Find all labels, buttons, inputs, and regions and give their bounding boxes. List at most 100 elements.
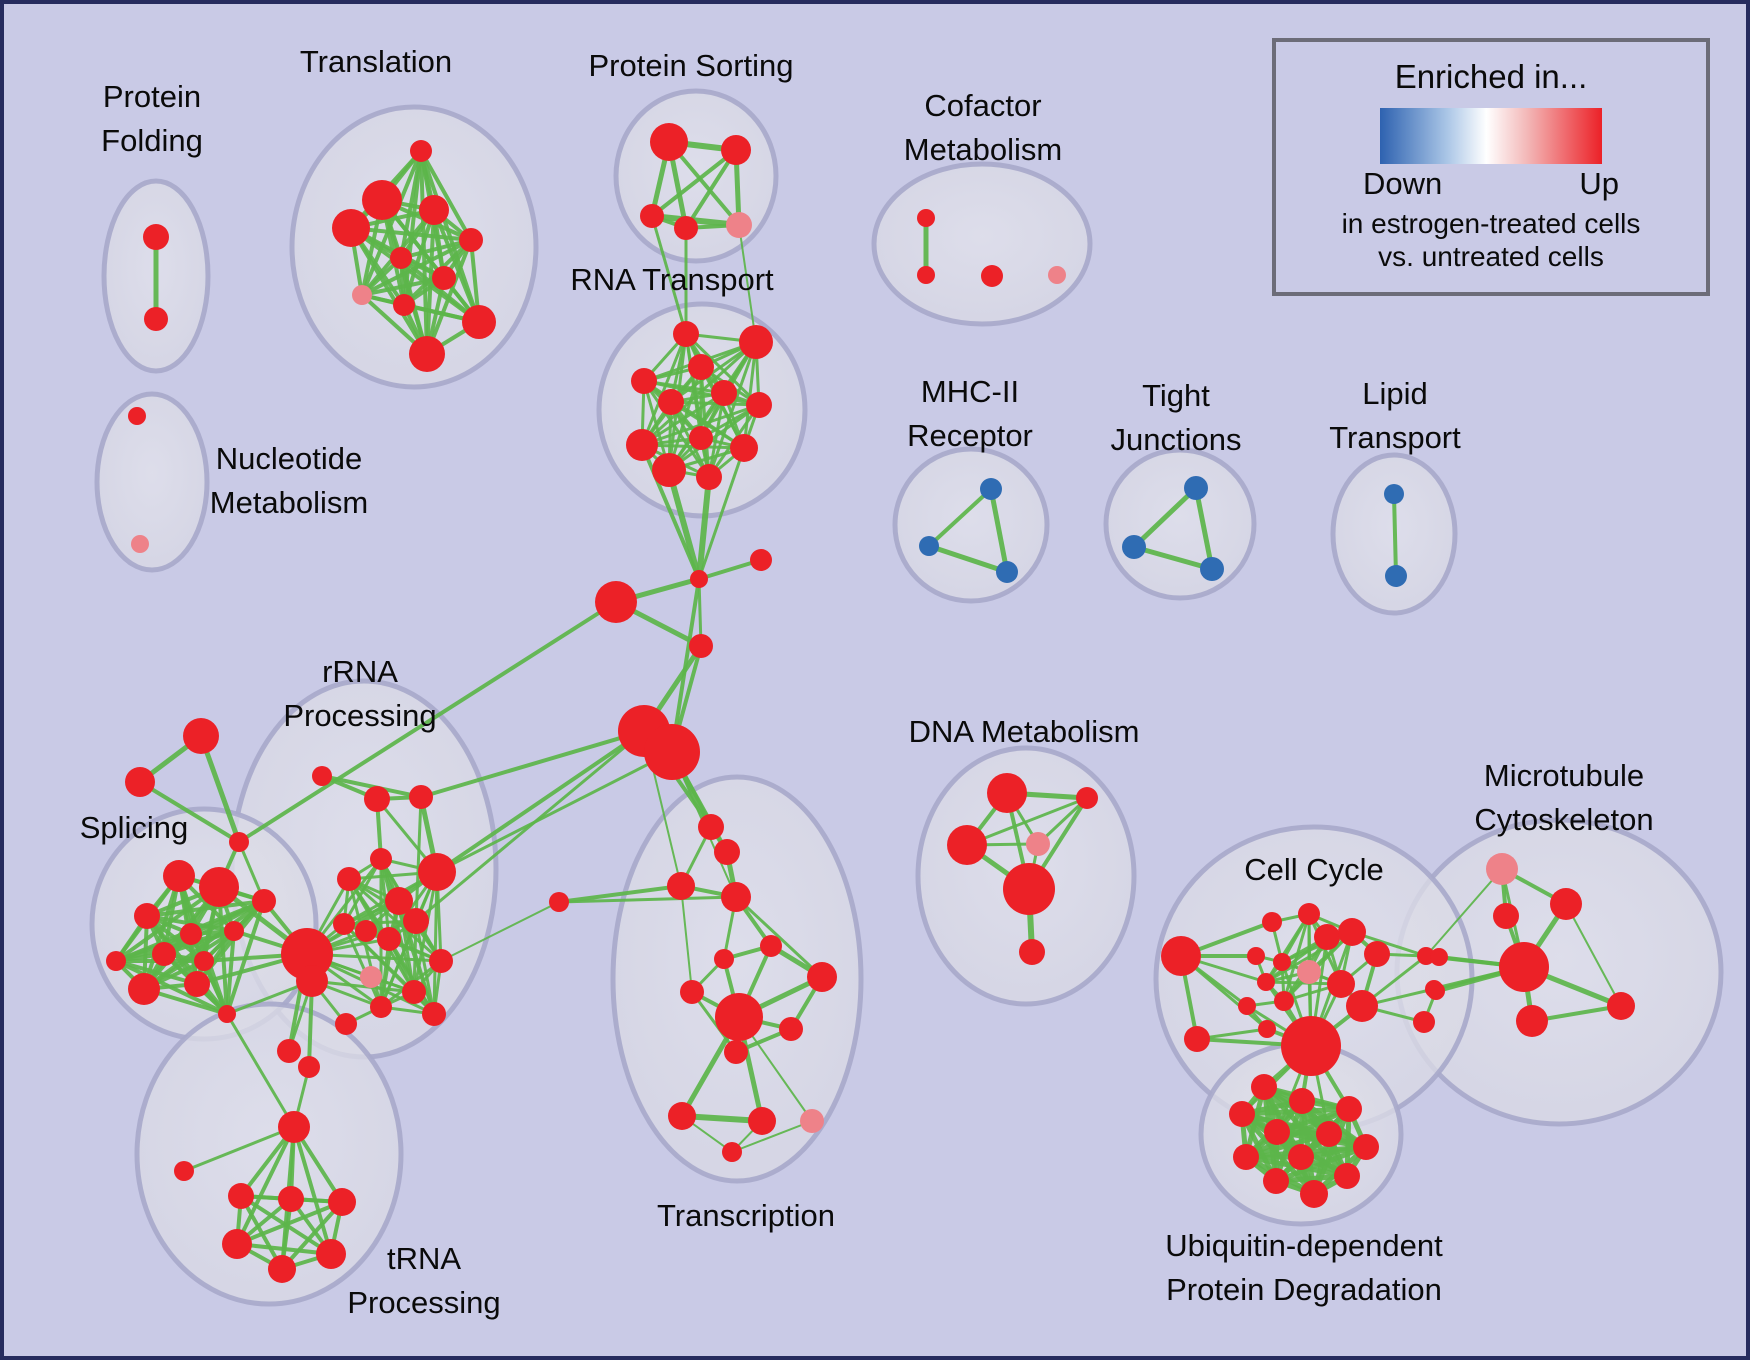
gene-set-node-Rd (337, 867, 361, 891)
gene-set-node-U8 (1233, 1144, 1259, 1170)
gene-set-node-H2 (644, 724, 700, 780)
network-canvas: Protein Folding Translation Protein Sorting… (80, 44, 1724, 1320)
edge-RT7-RT11 (667, 403, 761, 472)
legend-title: Enriched in... (1394, 58, 1588, 95)
edge-TJ2-TJ3 (1131, 544, 1215, 572)
gene-set-node-T4 (332, 209, 370, 247)
edge-S6-S10 (114, 959, 199, 986)
edge-Rd-Rj (347, 877, 418, 923)
gene-set-node-S2 (199, 867, 239, 907)
gene-set-node-U6 (1316, 1121, 1342, 1147)
gene-set-node-T11 (409, 336, 445, 372)
gene-set-node-Rq (277, 1039, 301, 1063)
edge-Rb-Rj (414, 795, 423, 923)
edge-RT6-RT7 (669, 400, 761, 407)
gene-set-node-RT3 (688, 354, 714, 380)
gene-set-node-C8 (1297, 960, 1321, 984)
legend-ends: Down Up (1363, 166, 1619, 202)
gene-set-node-XC (298, 1056, 320, 1078)
gene-set-node-M3 (1493, 903, 1519, 929)
gene-set-node-C5 (1364, 941, 1390, 967)
gene-set-node-S9 (128, 973, 160, 1005)
gene-set-node-Rk (429, 949, 453, 973)
edge-M1-C15 (1425, 868, 1503, 957)
edge-Re-Rm (412, 870, 439, 994)
edge-PS3-RT1 (650, 214, 688, 336)
gene-set-node-TR6 (714, 949, 734, 969)
edge-RH2-Rm (310, 979, 416, 994)
edge-TH-X4 (235, 1125, 296, 1246)
gene-set-node-RH2 (296, 965, 328, 997)
gene-set-node-SPB (125, 767, 155, 797)
edge-SPB-SPC (138, 780, 241, 844)
gene-set-node-CH (1281, 1016, 1341, 1076)
edge-JL-SPC (237, 600, 618, 844)
gene-set-node-CCL (1161, 936, 1201, 976)
gene-set-node-PS4 (674, 216, 698, 240)
edge-T5-T8 (360, 238, 473, 297)
gene-set-node-Ra (364, 786, 390, 812)
gene-set-node-S11 (218, 1005, 236, 1023)
legend-gradient-bar (1380, 108, 1602, 164)
cluster-ellipse-nucleotide-metabolism (94, 391, 210, 573)
gene-set-node-CM2 (917, 266, 935, 284)
gene-set-node-X1 (228, 1183, 254, 1209)
gene-set-node-PS5 (726, 212, 752, 238)
gene-set-node-M4 (1499, 942, 1549, 992)
gene-set-node-Rt (312, 766, 332, 786)
gene-set-node-CM3 (981, 265, 1003, 287)
gene-set-node-S6 (106, 951, 126, 971)
edge-PS2-PS3 (650, 148, 738, 218)
edge-RT7-RT9 (640, 403, 761, 447)
gene-set-node-TR4 (721, 882, 751, 912)
gene-set-node-TR12 (668, 1102, 696, 1130)
edge-SPA-SPC (198, 733, 242, 845)
edge-TH-X5 (292, 1125, 333, 1256)
edge-T1-T5 (419, 149, 473, 242)
cluster-label-rrna-processing: rRNA Processing (283, 654, 436, 733)
gene-set-node-U9 (1288, 1144, 1314, 1170)
cluster-label-microtubule-cytoskeleton: Microtubule Cytoskeleton (1474, 758, 1653, 837)
edge-X3-X4 (235, 1200, 344, 1246)
gene-set-node-TR13 (748, 1107, 776, 1135)
gene-set-node-T7 (432, 266, 456, 290)
edge-D2-D3 (965, 796, 1089, 847)
edge-S5-S11 (225, 929, 236, 1016)
gene-set-node-S1 (163, 860, 195, 892)
gene-set-node-S4 (180, 923, 202, 945)
edge-TJ1-TJ2 (1131, 485, 1199, 550)
gene-set-node-D2 (1076, 787, 1098, 809)
gene-set-node-C14 (1258, 1020, 1276, 1038)
edge-RT5-RT9 (640, 391, 726, 447)
gene-set-node-J2 (750, 549, 772, 571)
gene-set-node-M1 (1486, 853, 1518, 885)
edge-TR4-TR7 (734, 895, 824, 979)
gene-set-node-T1 (410, 140, 432, 162)
gene-set-node-SPC (229, 832, 249, 852)
gene-set-node-Rg (333, 913, 355, 935)
edge-LT1-LT2 (1392, 492, 1398, 578)
edge-T7-T8 (360, 276, 446, 297)
edge-PS5-RT2 (738, 224, 757, 343)
cluster-label-protein-folding: Protein Folding (101, 79, 203, 158)
gene-set-node-TR9 (715, 993, 763, 1041)
gene-set-node-D5 (1003, 863, 1055, 915)
gene-set-node-RT10 (730, 434, 758, 462)
legend-up-label: Up (1579, 166, 1619, 201)
edge-RT12-J1 (696, 474, 712, 582)
gene-set-node-LT2 (1385, 565, 1407, 587)
cluster-ellipse-trna-processing (134, 1001, 404, 1307)
gene-set-node-Rf (385, 887, 413, 915)
edge-H1-Re (435, 729, 646, 874)
gene-set-node-LT1 (1384, 484, 1404, 504)
gene-set-node-C1 (1262, 912, 1282, 932)
gene-set-node-PF1 (143, 224, 169, 250)
legend-caption-line2: vs. untreated cells (1378, 241, 1604, 272)
gene-set-node-U10 (1263, 1168, 1289, 1194)
edge-TR3-TR8 (680, 885, 693, 993)
gene-set-node-C6 (1247, 947, 1265, 965)
gene-set-node-U4 (1229, 1101, 1255, 1127)
gene-set-node-D6 (1019, 939, 1045, 965)
gene-set-node-MH2 (919, 536, 939, 556)
